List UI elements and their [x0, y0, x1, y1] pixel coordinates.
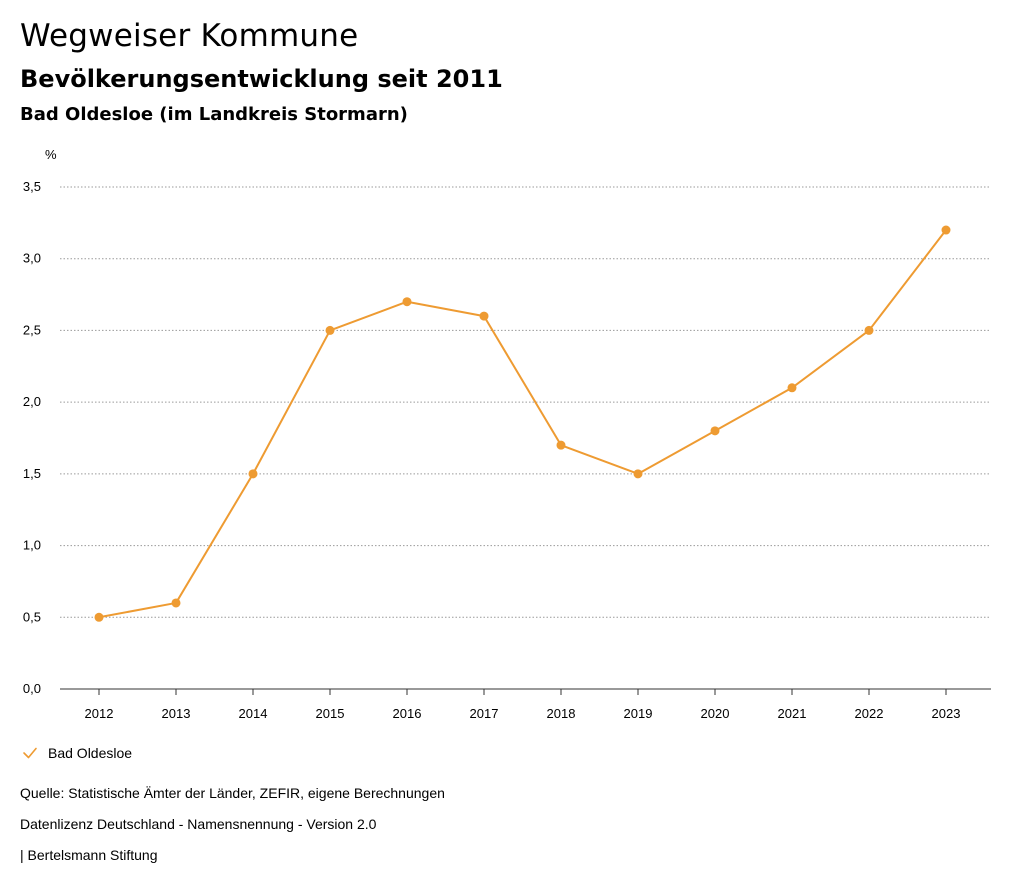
x-tick-label: 2018 — [547, 706, 576, 721]
legend[interactable]: Bad Oldesloe — [20, 743, 132, 763]
x-tick-label: 2020 — [701, 706, 730, 721]
data-point[interactable] — [864, 325, 874, 335]
legend-label: Bad Oldesloe — [48, 745, 133, 761]
x-tick-label: 2013 — [162, 706, 191, 721]
data-point[interactable] — [94, 612, 104, 622]
x-tick-label: 2017 — [470, 706, 499, 721]
series-line — [98, 229, 947, 619]
data-point[interactable] — [556, 440, 566, 450]
data-point[interactable] — [171, 598, 181, 608]
x-tick-label: 2023 — [932, 706, 961, 721]
x-tick-label: 2016 — [393, 706, 422, 721]
y-tick-label: 0,0 — [23, 681, 41, 696]
y-tick-label: 3,0 — [23, 251, 41, 266]
y-axis-unit-label: % — [45, 147, 57, 162]
data-point[interactable] — [941, 225, 951, 235]
y-tick-label: 1,0 — [23, 538, 41, 553]
y-tick-label: 2,0 — [23, 394, 41, 409]
x-tick-label: 2012 — [85, 706, 114, 721]
data-point[interactable] — [325, 325, 335, 335]
y-tick-label: 0,5 — [23, 609, 41, 624]
x-tick-label: 2022 — [855, 706, 884, 721]
data-point[interactable] — [248, 469, 258, 479]
x-tick-label: 2019 — [624, 706, 653, 721]
y-tick-label: 3,5 — [23, 179, 41, 194]
data-point[interactable] — [633, 469, 643, 479]
license-note: Datenlizenz Deutschland - Namensnennung … — [20, 816, 377, 832]
x-tick-label: 2015 — [316, 706, 345, 721]
data-point[interactable] — [402, 297, 412, 307]
page-title: Wegweiser Kommune — [20, 18, 359, 54]
x-tick-label: 2014 — [239, 706, 268, 721]
region-label: Bad Oldesloe (im Landkreis Stormarn) — [20, 104, 408, 125]
check-icon — [23, 747, 37, 759]
source-note: Quelle: Statistische Ämter der Länder, Z… — [20, 785, 445, 801]
chart-subtitle: Bevölkerungsentwicklung seit 2011 — [20, 65, 503, 93]
data-point[interactable] — [479, 311, 489, 321]
y-tick-label: 2,5 — [23, 322, 41, 337]
y-tick-label: 1,5 — [23, 466, 41, 481]
data-point[interactable] — [787, 383, 797, 393]
publisher-note: | Bertelsmann Stiftung — [20, 847, 158, 863]
data-point[interactable] — [710, 426, 720, 436]
x-tick-label: 2021 — [778, 706, 807, 721]
line-chart: % 0,0 0,5 1,0 1,5 2,0 2,5 3,0 3,5 2012 2013 2014 201… — [23, 147, 991, 721]
